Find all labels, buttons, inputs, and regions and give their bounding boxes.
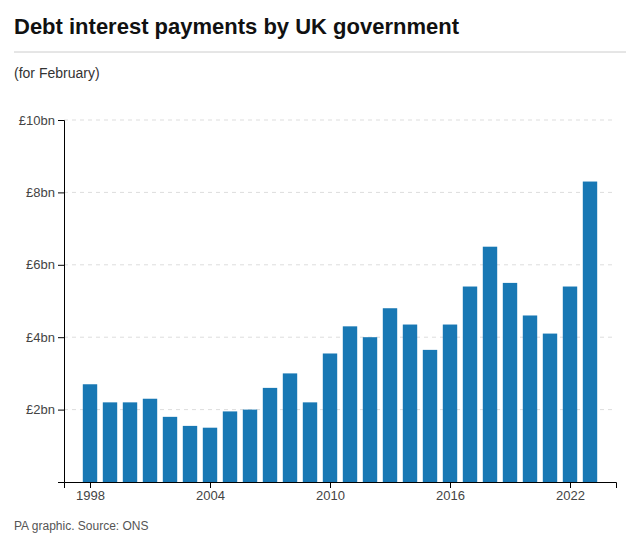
x-tick-mark: [90, 482, 91, 488]
y-tick-label: £6bn: [26, 257, 55, 272]
x-tick: 1998: [76, 482, 105, 503]
bar: [563, 287, 577, 482]
bar: [183, 426, 197, 482]
bar: [383, 308, 397, 482]
y-tick-mark: [58, 120, 64, 121]
y-tick: £6bn: [26, 257, 64, 272]
y-tick-mark: [58, 192, 64, 193]
bar: [323, 353, 337, 482]
bar: [143, 399, 157, 482]
x-tick-label: 1998: [76, 488, 105, 503]
bars: [83, 182, 597, 482]
title: Debt interest payments by UK government: [14, 14, 460, 39]
source: PA graphic. Source: ONS: [14, 519, 149, 533]
title-rule: [14, 52, 626, 53]
bar: [423, 350, 437, 482]
x-tick-mark: [450, 482, 451, 488]
bar: [303, 402, 317, 482]
bar: [263, 388, 277, 482]
bar: [83, 384, 97, 482]
y-tick-label: £2bn: [26, 402, 55, 417]
bar: [483, 247, 497, 482]
bar: [363, 337, 377, 482]
x-tick-label: 2004: [196, 488, 225, 503]
x-tick-mark: [210, 482, 211, 488]
x-tick: 2022: [556, 482, 585, 503]
y-tick-mark: [58, 265, 64, 266]
grid-line: [64, 192, 616, 193]
y-tick: £2bn: [26, 402, 64, 417]
subtitle: (for February): [14, 65, 100, 81]
bar: [103, 402, 117, 482]
bar: [463, 287, 477, 482]
y-tick: £10bn: [19, 113, 64, 128]
chart: Debt interest payments by UK government (…: [0, 0, 640, 538]
grid-line: [64, 264, 616, 265]
x-tick-mark: [330, 482, 331, 488]
bar: [343, 326, 357, 482]
y-tick-mark: [58, 410, 64, 411]
x-axis: 1998 2004 2010 2016 2022: [65, 482, 617, 503]
y-tick-label: £8bn: [26, 185, 55, 200]
bar: [503, 283, 517, 482]
bar: [583, 182, 597, 482]
grid-line: [64, 120, 616, 121]
bar: [123, 402, 137, 482]
y-tick-label: £10bn: [19, 113, 55, 128]
plot: £2bn £4bn £6bn £8bn £10bn 1998 2004 2010 2016 202…: [19, 113, 617, 504]
bar: [223, 411, 237, 482]
x-axis-line: [65, 483, 617, 489]
x-tick-label: 2022: [556, 488, 585, 503]
x-tick: 2010: [316, 482, 345, 503]
x-tick: 2016: [436, 482, 465, 503]
bar: [443, 325, 457, 482]
y-tick-mark: [58, 337, 64, 338]
x-tick-label: 2016: [436, 488, 465, 503]
bar: [543, 334, 557, 482]
bar: [163, 417, 177, 482]
bar: [523, 315, 537, 482]
bar: [243, 410, 257, 482]
y-tick: £4bn: [26, 330, 64, 345]
y-axis-line: [58, 121, 65, 483]
x-tick: 2004: [196, 482, 225, 503]
y-tick: £8bn: [26, 185, 64, 200]
x-tick-label: 2010: [316, 488, 345, 503]
y-axis: £2bn £4bn £6bn £8bn £10bn: [19, 113, 65, 483]
bar: [403, 325, 417, 482]
bar: [283, 373, 297, 482]
x-tick-mark: [570, 482, 571, 488]
bar: [203, 428, 217, 482]
y-tick-label: £4bn: [26, 330, 55, 345]
